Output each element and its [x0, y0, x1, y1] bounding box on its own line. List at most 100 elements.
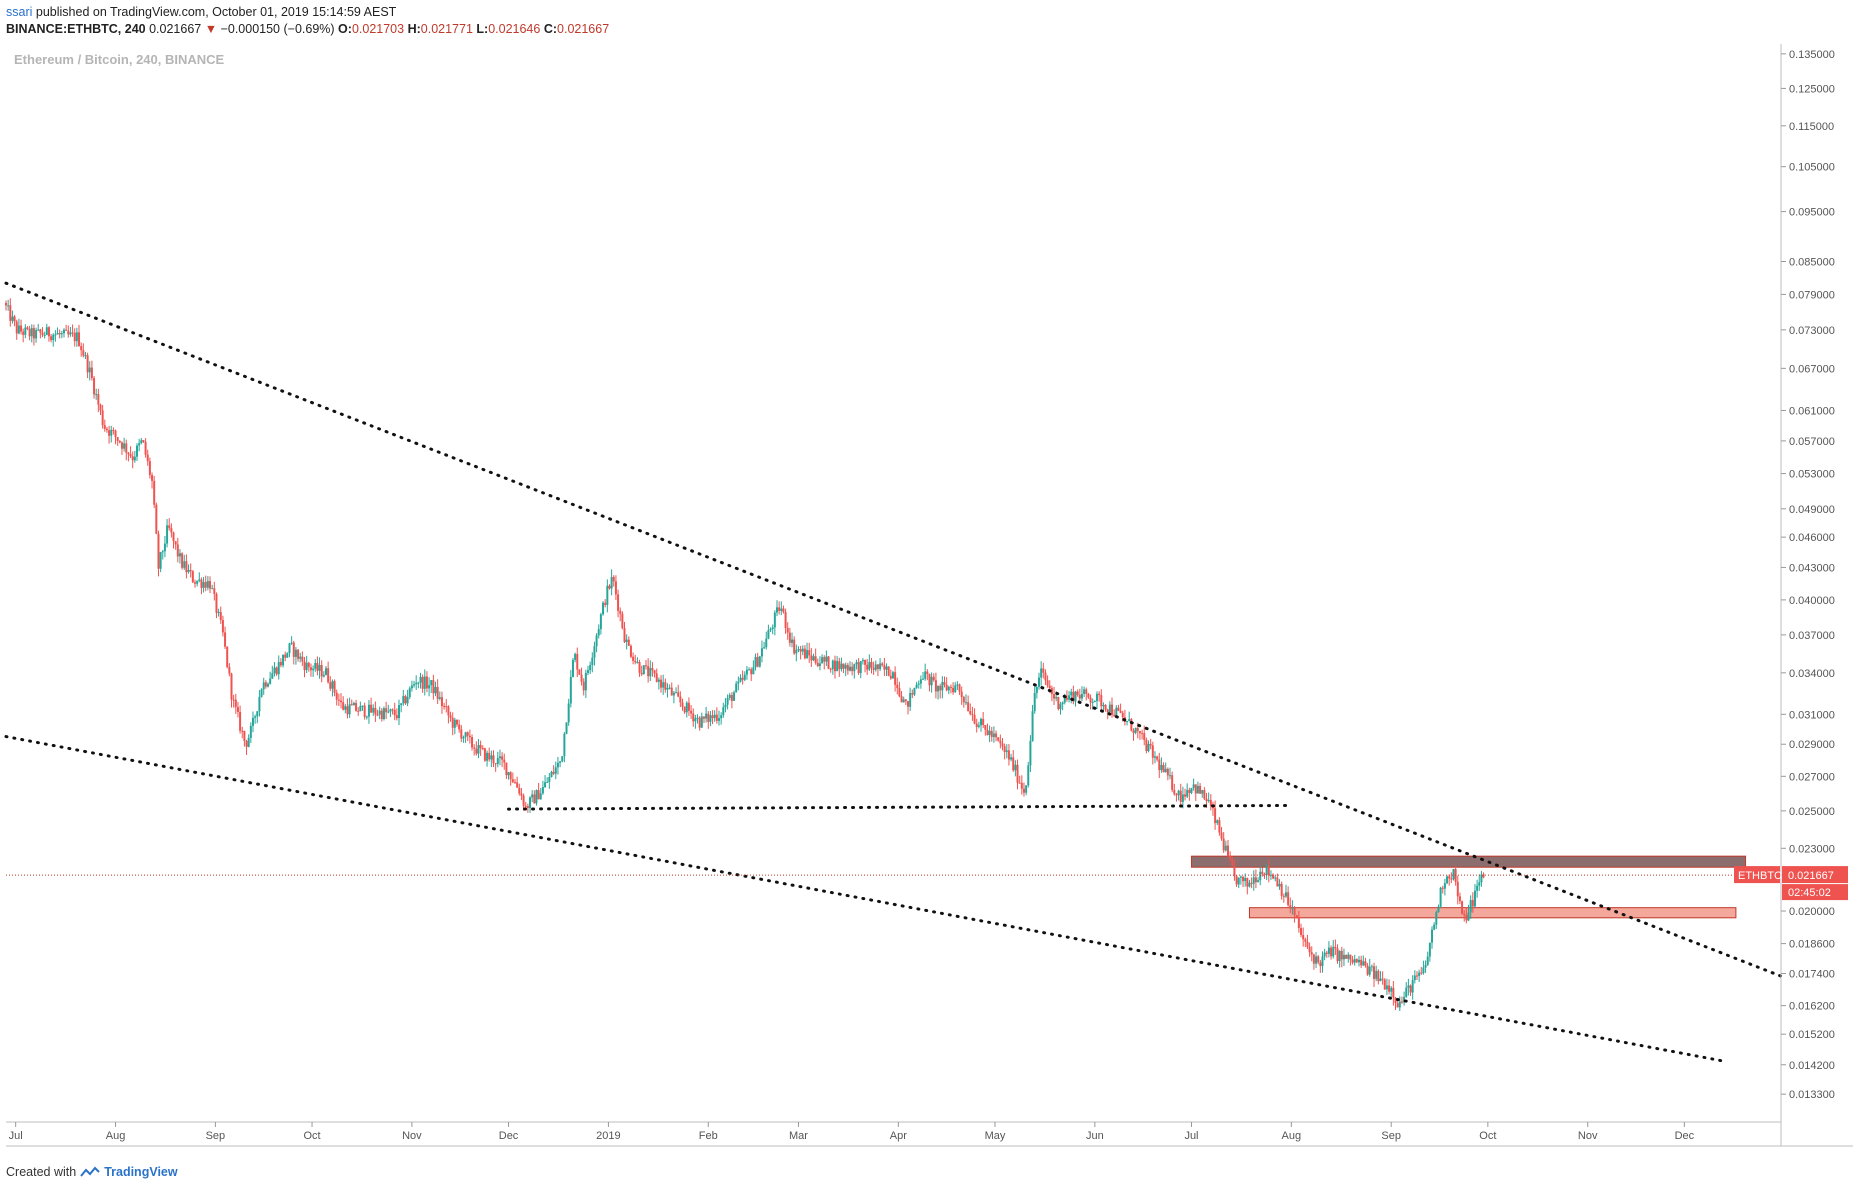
- x-axis[interactable]: Jul Aug Sep Oct Nov Dec 2019 Feb Mar Apr May Jun Jul…: [9, 1122, 1695, 1142]
- candle-body: [355, 702, 358, 711]
- candle-body: [398, 705, 401, 719]
- low-label: L:: [476, 22, 489, 36]
- candle-body: [879, 663, 882, 670]
- candle-body: [251, 717, 254, 726]
- candle-body: [1319, 962, 1322, 967]
- candle-body: [1332, 946, 1335, 957]
- candle-body: [997, 737, 1000, 741]
- candle-body: [1179, 790, 1182, 802]
- candle-body: [1246, 877, 1249, 887]
- candle-body: [924, 671, 927, 679]
- candle-body: [183, 561, 186, 568]
- candle-body: [1175, 794, 1178, 796]
- candle-body: [1437, 906, 1440, 913]
- candle-body: [1141, 733, 1144, 735]
- candle-body: [26, 327, 29, 329]
- price-badge: [1782, 866, 1848, 884]
- candle-body: [599, 614, 602, 630]
- candle-body: [391, 709, 394, 711]
- candle-body: [1295, 915, 1298, 918]
- candle-body: [518, 787, 521, 794]
- candle-body: [1439, 887, 1442, 907]
- candle-body: [1220, 832, 1223, 839]
- y-tick-label: 0.027000: [1789, 771, 1835, 783]
- tradingview-logo-icon: [80, 1166, 100, 1177]
- candle-body: [967, 702, 970, 712]
- candle-body: [155, 504, 158, 534]
- candle-body: [589, 665, 592, 671]
- candle-body: [606, 585, 609, 605]
- candle-body: [483, 748, 486, 761]
- candle-body: [565, 722, 568, 734]
- candle-body: [410, 685, 413, 689]
- candle-body: [148, 461, 151, 476]
- candle-body: [911, 693, 914, 695]
- candle-body: [1089, 697, 1092, 703]
- candle-body: [915, 684, 918, 688]
- x-tick-label: Oct: [1479, 1130, 1496, 1142]
- candle-body: [629, 645, 632, 657]
- candle-body: [1390, 987, 1393, 992]
- candle-body: [990, 730, 993, 737]
- candle-body: [1072, 691, 1075, 702]
- candle-body: [471, 737, 474, 748]
- candle-body: [1248, 882, 1251, 887]
- candle-body: [1250, 882, 1253, 884]
- trendlines-layer[interactable]: [4, 281, 1783, 1064]
- candle-body: [228, 667, 231, 674]
- candle-body: [363, 705, 366, 717]
- candle-body: [249, 725, 252, 738]
- candle-body: [1044, 672, 1047, 681]
- candle-body: [675, 692, 678, 694]
- candle-body: [550, 771, 553, 778]
- candle-body: [1284, 892, 1287, 897]
- y-tick-label: 0.031000: [1789, 709, 1835, 721]
- candle-body: [1153, 756, 1156, 758]
- candle-body: [230, 673, 233, 700]
- author-link[interactable]: ssari: [6, 5, 33, 19]
- candle-body: [1050, 688, 1053, 695]
- candle-body: [217, 611, 220, 613]
- candle-body: [636, 662, 639, 664]
- candle-body: [559, 761, 562, 763]
- candle-body: [1078, 694, 1081, 699]
- candle-body: [1085, 689, 1088, 694]
- candle-body: [118, 440, 121, 443]
- candle-body: [681, 702, 684, 707]
- candle-body: [677, 692, 680, 697]
- candle-body: [767, 630, 770, 639]
- support-zone[interactable]: [1248, 907, 1737, 919]
- candle-body: [640, 672, 643, 675]
- candle-body: [421, 676, 424, 689]
- y-tick-label: 0.085000: [1789, 257, 1835, 269]
- candle-body: [945, 684, 948, 691]
- candle-body: [619, 610, 622, 614]
- candle-body: [1411, 980, 1414, 993]
- candle-body: [449, 715, 452, 718]
- candle-body: [385, 708, 388, 713]
- candle-body: [256, 711, 259, 717]
- candle-body: [380, 710, 383, 720]
- candle-body: [402, 696, 405, 704]
- horizontal-support-line[interactable]: [507, 804, 1290, 811]
- plot-area[interactable]: [6, 44, 1781, 1146]
- candle-body: [898, 688, 901, 697]
- candle-body: [711, 715, 714, 719]
- y-tick-label: 0.043000: [1789, 562, 1835, 574]
- candle-body: [166, 525, 169, 544]
- y-axis[interactable]: 0.135000 0.125000 0.115000 0.105000 0.095000…: [1781, 49, 1835, 1101]
- tradingview-brand-link[interactable]: TradingView: [104, 1165, 178, 1179]
- candle-body: [904, 699, 907, 702]
- candle-body: [436, 686, 439, 699]
- candle-body: [82, 350, 85, 356]
- candle-body: [176, 544, 179, 557]
- upper-descending-trendline[interactable]: [4, 281, 1783, 978]
- candle-body: [419, 676, 422, 683]
- candle-body: [574, 653, 577, 660]
- resistance-zone[interactable]: [1190, 855, 1747, 868]
- candle-body: [694, 718, 697, 722]
- candle-body: [417, 682, 420, 684]
- candle-body: [1242, 876, 1245, 882]
- candle-body: [870, 661, 873, 668]
